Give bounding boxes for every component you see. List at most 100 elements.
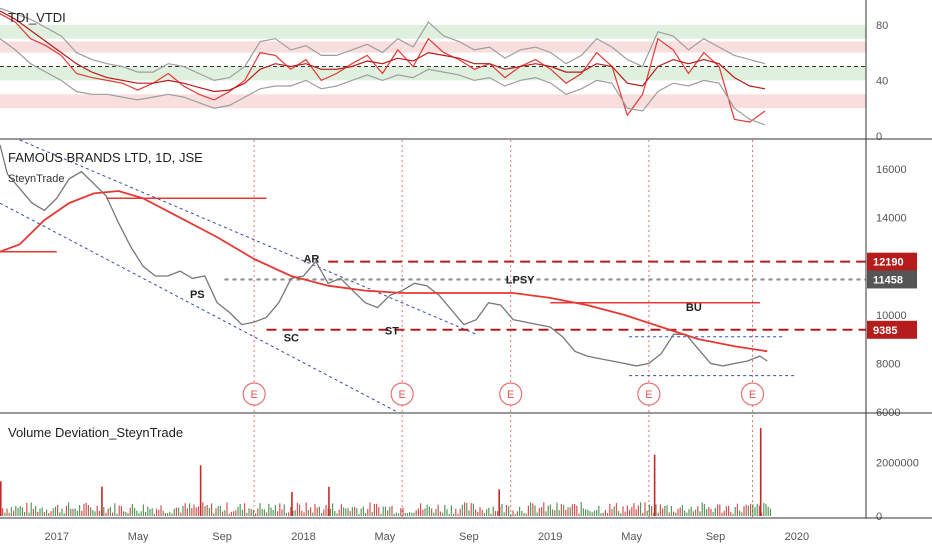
volume-bar	[481, 509, 483, 516]
volume-bar	[545, 511, 547, 516]
volume-spike	[0, 481, 2, 516]
x-tick: May	[374, 531, 395, 543]
volume-bar	[406, 513, 408, 516]
x-tick: Sep	[706, 531, 726, 543]
volume-bar	[142, 504, 144, 516]
volume-bar	[21, 507, 23, 516]
volume-bar	[598, 505, 600, 516]
volume-bar	[129, 507, 131, 516]
volume-bar	[222, 511, 224, 516]
volume-bar	[494, 511, 496, 516]
volume-y-tick: 0	[876, 511, 882, 523]
volume-bar	[633, 503, 635, 516]
price-line	[0, 144, 768, 367]
volume-bar	[217, 506, 219, 516]
volume-bar	[593, 510, 595, 516]
volume-bar	[543, 502, 545, 516]
volume-bar	[87, 505, 89, 516]
volume-bar	[422, 509, 424, 516]
volume-bar	[450, 505, 452, 516]
tdi-band	[0, 24, 866, 39]
event-marker-label: E	[645, 389, 652, 401]
volume-bar	[607, 513, 609, 516]
volume-bar	[629, 509, 631, 516]
volume-bar	[532, 503, 534, 516]
volume-bar	[706, 508, 708, 516]
volume-bar	[239, 504, 241, 516]
volume-bar	[563, 504, 565, 516]
volume-bar	[362, 506, 364, 516]
volume-bar	[475, 509, 477, 516]
volume-bar	[2, 508, 4, 516]
volume-bar	[589, 511, 591, 516]
volume-spike	[328, 486, 330, 516]
tdi-y-tick: 80	[876, 20, 888, 32]
volume-bar	[391, 505, 393, 516]
volume-bar	[241, 509, 243, 516]
volume-bar	[435, 508, 437, 516]
volume-bar	[754, 507, 756, 516]
volume-bar	[565, 509, 567, 516]
volume-bar	[653, 512, 655, 516]
volume-bar	[263, 509, 265, 516]
volume-bar	[57, 504, 59, 516]
tdi-y-tick: 40	[876, 75, 888, 87]
volume-bar	[574, 503, 576, 516]
volume-bar	[204, 506, 206, 516]
volume-bar	[268, 503, 270, 516]
annotation-ar: AR	[303, 254, 319, 266]
volume-bar	[547, 505, 549, 516]
volume-bar	[703, 504, 705, 516]
volume-bar	[695, 509, 697, 516]
channel-upper-line	[19, 139, 477, 335]
volume-bar	[646, 510, 648, 516]
volume-bar	[404, 512, 406, 516]
volume-bar	[6, 508, 8, 516]
volume-bar	[50, 511, 52, 516]
volume-bar	[373, 503, 375, 516]
volume-spike	[498, 489, 500, 516]
volume-bar	[312, 512, 314, 516]
volume-bar	[123, 511, 125, 516]
event-marker	[740, 382, 765, 406]
volume-bar	[453, 513, 455, 516]
volume-title: Volume Deviation_SteynTrade	[8, 425, 183, 440]
volume-bar	[497, 511, 499, 516]
volume-bar	[255, 513, 257, 516]
volume-bar	[41, 507, 43, 516]
volume-bar	[248, 508, 250, 516]
annotation-lpsy: LPSY	[506, 274, 535, 286]
volume-bar	[609, 503, 611, 516]
volume-bar	[32, 508, 34, 516]
price-tag-label: 9385	[873, 325, 897, 337]
volume-bar	[43, 512, 45, 516]
volume-bar	[472, 503, 474, 516]
volume-bar	[151, 508, 153, 516]
event-marker	[242, 382, 266, 406]
volume-bar	[510, 513, 512, 516]
volume-bar	[428, 506, 430, 516]
volume-bar	[211, 503, 213, 516]
volume-bar	[160, 505, 162, 516]
volume-bar	[618, 511, 620, 516]
volume-bar	[483, 512, 485, 516]
volume-bar	[74, 508, 76, 516]
volume-bar	[666, 505, 668, 516]
volume-bar	[538, 507, 540, 516]
channel-lower-line	[0, 202, 398, 413]
volume-bar	[576, 505, 578, 516]
tdi-series-line	[0, 7, 766, 82]
volume-bar	[369, 502, 371, 516]
volume-bar	[281, 509, 283, 516]
volume-bar	[153, 513, 155, 516]
volume-bar	[156, 508, 158, 516]
volume-bar	[600, 513, 602, 516]
volume-bar	[611, 509, 613, 516]
volume-bar	[4, 512, 6, 516]
volume-bar	[743, 506, 745, 516]
volume-bar	[138, 513, 140, 516]
volume-bar	[318, 506, 320, 516]
volume-bar	[182, 506, 184, 516]
volume-bar	[466, 502, 468, 516]
volume-bar	[549, 504, 551, 516]
